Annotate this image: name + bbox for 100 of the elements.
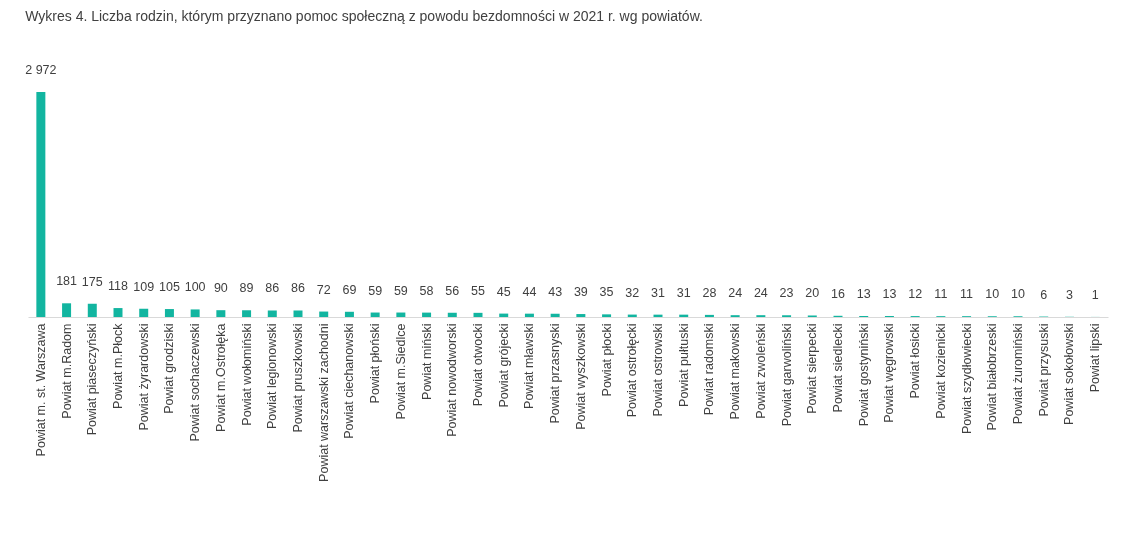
data-label: 45 bbox=[496, 284, 511, 299]
x-tick-label: Powiat płocki bbox=[599, 323, 614, 397]
bar bbox=[602, 314, 612, 317]
data-label: 11 bbox=[934, 287, 948, 302]
data-label: 44 bbox=[522, 284, 537, 299]
data-label: 58 bbox=[419, 283, 434, 298]
data-label: 59 bbox=[393, 283, 408, 298]
x-tick-label: Powiat garwoliński bbox=[779, 323, 794, 427]
data-label: 16 bbox=[831, 286, 845, 301]
data-label: 56 bbox=[445, 283, 460, 298]
x-tick-label: Powiat wyszkowski bbox=[573, 323, 588, 430]
data-label: 105 bbox=[159, 280, 180, 295]
bar bbox=[447, 312, 457, 317]
data-label: 43 bbox=[548, 284, 563, 299]
data-label: 20 bbox=[805, 286, 820, 301]
x-tick-label: Powiat sokołowski bbox=[1062, 323, 1077, 425]
x-tick-label: Powiat m.Radom bbox=[59, 323, 74, 419]
x-tick-label: Powiat warszawski zachodni bbox=[316, 323, 331, 482]
x-tick-label: Powiat gostyniński bbox=[856, 323, 871, 427]
x-tick-label: Powiat m. st. Warszawa bbox=[33, 323, 48, 457]
data-label: 28 bbox=[702, 285, 717, 300]
bar bbox=[524, 313, 534, 317]
bar bbox=[242, 310, 252, 317]
bar bbox=[370, 312, 380, 317]
data-label: 6 bbox=[1040, 287, 1048, 302]
bar bbox=[139, 308, 149, 317]
x-tick-label: Powiat sierpecki bbox=[805, 323, 820, 414]
data-label: 86 bbox=[291, 281, 305, 296]
bar bbox=[396, 312, 406, 317]
data-label: 12 bbox=[908, 287, 923, 302]
data-label: 23 bbox=[779, 286, 794, 301]
x-tick-label: Powiat miński bbox=[419, 323, 434, 400]
x-tick-label: Powiat żyrardowski bbox=[136, 323, 151, 431]
data-label: 1 bbox=[1091, 287, 1099, 302]
x-tick-label: Powiat sochaczewski bbox=[188, 323, 203, 442]
bar bbox=[190, 309, 200, 317]
x-tick-label: Powiat siedlecki bbox=[831, 323, 845, 413]
x-tick-label: Powiat radomski bbox=[702, 323, 717, 416]
data-label: 181 bbox=[56, 274, 78, 289]
data-label: 13 bbox=[882, 287, 897, 302]
x-tick-label: Powiat mławski bbox=[522, 323, 537, 409]
x-tick-label: Powiat grójecki bbox=[496, 323, 511, 408]
data-label: 59 bbox=[368, 283, 383, 298]
x-tick-label: Powiat ostrołęcki bbox=[625, 323, 640, 418]
x-tick-label: Powiat legionowski bbox=[265, 323, 280, 430]
data-label: 39 bbox=[573, 285, 588, 300]
data-label: 86 bbox=[265, 281, 280, 296]
data-label: 109 bbox=[133, 279, 155, 294]
bar bbox=[62, 303, 72, 317]
data-label: 31 bbox=[651, 285, 665, 300]
bar bbox=[87, 303, 97, 317]
data-label: 55 bbox=[471, 283, 485, 298]
data-label: 72 bbox=[316, 282, 331, 297]
x-tick-label: Powiat szydłowiecki bbox=[959, 323, 974, 434]
chart-title: Wykres 4. Liczba rodzin, którym przyznano pomoc społeczną z powodu bezdomności w 2021 r. wg powiatów. bbox=[25, 8, 703, 24]
data-label: 35 bbox=[599, 285, 614, 300]
data-label: 90 bbox=[213, 281, 228, 296]
bar bbox=[319, 311, 329, 317]
x-tick-label: Powiat lipski bbox=[1088, 323, 1103, 393]
data-label: 24 bbox=[753, 286, 768, 301]
data-label: 24 bbox=[728, 286, 743, 301]
x-tick-label: Powiat przysuski bbox=[1036, 323, 1051, 417]
x-tick-label: Powiat pruszkowski bbox=[291, 323, 305, 433]
x-tick-label: Powiat pułtuski bbox=[676, 323, 691, 407]
x-tick-label: Powiat węgrowski bbox=[882, 323, 897, 423]
x-tick-label: Powiat piaseczyński bbox=[85, 323, 100, 436]
data-label: 69 bbox=[342, 282, 357, 297]
x-tick-label: Powiat białobrzeski bbox=[985, 323, 1000, 431]
data-label: 32 bbox=[625, 285, 640, 300]
bar bbox=[293, 310, 303, 317]
bar bbox=[550, 313, 560, 317]
data-label: 100 bbox=[184, 280, 206, 295]
bar bbox=[113, 308, 123, 317]
bar bbox=[344, 311, 354, 317]
x-tick-label: Powiat łosicki bbox=[908, 323, 923, 399]
data-label: 118 bbox=[108, 279, 129, 294]
x-tick-label: Powiat otwocki bbox=[471, 323, 485, 407]
data-label: 13 bbox=[856, 287, 871, 302]
x-tick-label: Powiat zwoleński bbox=[753, 323, 768, 419]
bar bbox=[36, 92, 46, 317]
data-label: 3 bbox=[1065, 287, 1073, 302]
bar bbox=[216, 310, 226, 317]
data-label: 31 bbox=[676, 285, 691, 300]
x-tick-label: Powiat ciechanowski bbox=[342, 323, 357, 439]
bar bbox=[576, 314, 586, 317]
bar bbox=[164, 309, 174, 317]
bar bbox=[473, 312, 483, 317]
x-tick-label: Powiat wołomiński bbox=[239, 323, 254, 426]
x-tick-label: Powiat przasnyski bbox=[548, 323, 563, 424]
x-tick-label: Powiat żuromiński bbox=[1011, 323, 1025, 425]
bar bbox=[267, 310, 277, 317]
x-tick-label: Powiat kozienicki bbox=[933, 323, 948, 419]
data-label: 11 bbox=[960, 287, 974, 302]
data-label: 2 972 bbox=[25, 63, 57, 77]
data-label: 10 bbox=[985, 287, 1000, 302]
x-tick-label: Powiat m.Ostrołęka bbox=[213, 323, 228, 432]
x-tick-label: Powiat grodziski bbox=[162, 323, 177, 414]
x-tick-label: Powiat nowodworski bbox=[445, 323, 460, 437]
x-tick-label: Powiat m.Płock bbox=[111, 322, 125, 409]
x-tick-label: Powiat płoński bbox=[368, 323, 383, 404]
